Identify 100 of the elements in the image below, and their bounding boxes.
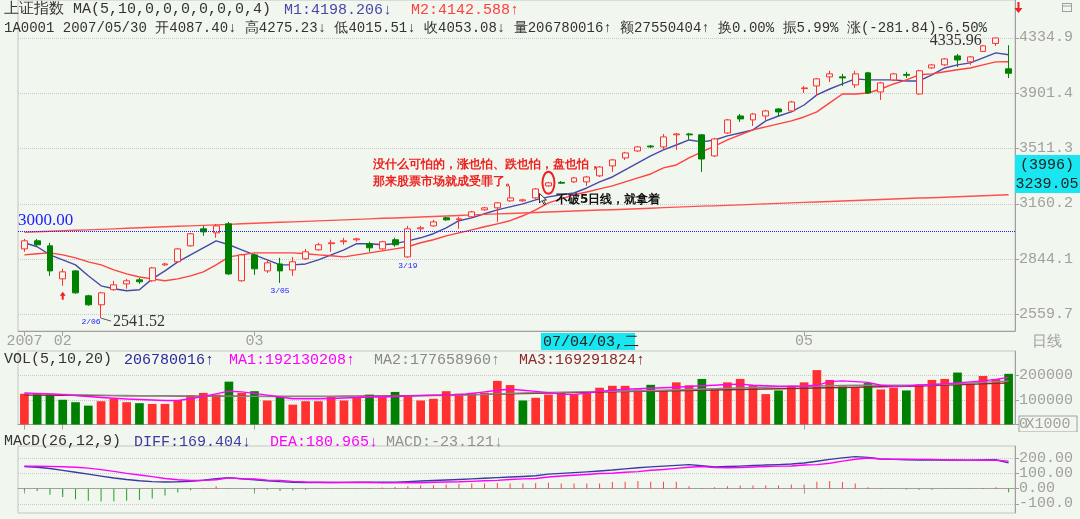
annotation: 没什么可怕的，涨也怕、跌也怕，盘也怕， bbox=[372, 157, 601, 171]
bar bbox=[595, 387, 604, 425]
candlestick bbox=[839, 73, 846, 87]
bar bbox=[429, 398, 438, 425]
candlestick bbox=[251, 253, 258, 276]
bar bbox=[20, 393, 29, 425]
y-tick-label: 3160.2 bbox=[1019, 195, 1074, 213]
bar bbox=[850, 387, 860, 425]
candlestick bbox=[289, 256, 296, 277]
candlestick bbox=[711, 137, 718, 158]
x-tick-label: 03 bbox=[245, 333, 264, 350]
bar bbox=[544, 394, 553, 425]
bar bbox=[556, 392, 566, 425]
candlestick bbox=[136, 277, 143, 285]
bar bbox=[262, 400, 272, 425]
bar bbox=[467, 392, 477, 425]
bar bbox=[198, 392, 208, 425]
candlestick bbox=[264, 259, 271, 274]
candlestick bbox=[1005, 44, 1012, 79]
candlestick bbox=[59, 268, 66, 287]
y-tick-label: 3511.3 bbox=[1019, 140, 1074, 158]
x-tick-label: 05 bbox=[795, 333, 814, 350]
candlestick bbox=[353, 237, 360, 243]
bar bbox=[774, 390, 783, 425]
candlestick bbox=[916, 69, 923, 96]
candlestick bbox=[302, 248, 309, 261]
bar bbox=[786, 385, 796, 425]
bar bbox=[147, 403, 157, 425]
candlestick bbox=[507, 185, 514, 203]
chart-title: MACD(26,12,9) bbox=[4, 433, 122, 450]
candlestick bbox=[328, 239, 335, 253]
candlestick bbox=[532, 187, 539, 200]
candlestick bbox=[928, 63, 935, 70]
text: 日线 bbox=[1032, 332, 1062, 351]
candlestick bbox=[890, 72, 897, 82]
candlestick bbox=[750, 112, 756, 127]
y-tick-label: 3901.4 bbox=[1019, 84, 1074, 102]
bar bbox=[889, 387, 898, 425]
candlestick bbox=[698, 133, 705, 173]
candlestick bbox=[162, 262, 168, 267]
bar bbox=[838, 386, 847, 425]
candlestick bbox=[941, 57, 948, 67]
candlestick bbox=[456, 216, 462, 230]
bar bbox=[902, 390, 911, 425]
bar bbox=[326, 396, 336, 425]
text: M2:4142.588↑ bbox=[411, 2, 520, 19]
series-label: MA2:177658960↑ bbox=[374, 352, 501, 369]
bar bbox=[416, 400, 425, 425]
bar bbox=[352, 397, 362, 425]
candlestick bbox=[865, 71, 871, 95]
annotation: 3/05 bbox=[270, 286, 290, 296]
candlestick bbox=[110, 280, 117, 292]
y-tick-label: 2844.1 bbox=[1019, 250, 1074, 268]
candlestick bbox=[954, 53, 961, 68]
candlestick bbox=[967, 55, 974, 66]
chart-title: VOL(5,10,20) bbox=[4, 351, 113, 368]
bar bbox=[480, 392, 489, 425]
bar bbox=[32, 393, 42, 425]
bar bbox=[723, 382, 732, 425]
candlestick bbox=[315, 242, 322, 252]
candlestick bbox=[404, 225, 411, 259]
candlestick bbox=[225, 221, 232, 276]
y-tick-label: -100.0 bbox=[1019, 495, 1074, 513]
annotation: 3/19 bbox=[398, 261, 418, 271]
bar bbox=[250, 391, 259, 425]
candlestick bbox=[634, 145, 641, 153]
candlestick bbox=[852, 70, 859, 89]
candlestick bbox=[622, 151, 629, 161]
y-tick-label: 200.00 bbox=[1019, 449, 1074, 467]
bar bbox=[953, 372, 962, 425]
candlestick bbox=[724, 118, 731, 135]
candlestick bbox=[392, 237, 399, 248]
y-tick-label: 0.00 bbox=[1019, 480, 1056, 498]
candlestick bbox=[47, 242, 53, 277]
annotation: 那来股票市场就成受罪了。 bbox=[372, 174, 517, 188]
x-tick-label: 2007 bbox=[6, 333, 43, 350]
bar bbox=[608, 385, 617, 425]
bar bbox=[160, 403, 170, 425]
bar bbox=[173, 400, 183, 425]
bar bbox=[671, 382, 681, 425]
candlestick bbox=[647, 144, 654, 149]
candlestick bbox=[877, 81, 884, 101]
candlestick bbox=[980, 44, 986, 53]
bar bbox=[96, 401, 106, 425]
candlestick bbox=[762, 109, 769, 121]
bar bbox=[58, 399, 68, 425]
text: 1A0001 2007/05/30 开4087.40↓ 高4275.23↓ 低4015.51↓ 收4053.08↓ 量206780016↑ 额27550404↑ 换0.00% 振5.99% 涨(-281.84)-6.50% bbox=[4, 20, 988, 36]
bar bbox=[1004, 373, 1013, 425]
series-label: MA3:169291824↑ bbox=[519, 352, 646, 369]
candlestick bbox=[660, 133, 667, 151]
bar bbox=[659, 390, 668, 425]
candlestick bbox=[788, 100, 795, 113]
bar bbox=[339, 400, 349, 425]
candlestick bbox=[775, 107, 782, 117]
annotation: 206780016↑ bbox=[124, 351, 215, 369]
candlestick bbox=[187, 232, 194, 248]
candlestick bbox=[481, 206, 488, 212]
candlestick bbox=[903, 71, 910, 79]
candlestick bbox=[609, 158, 616, 173]
bar bbox=[288, 404, 298, 425]
